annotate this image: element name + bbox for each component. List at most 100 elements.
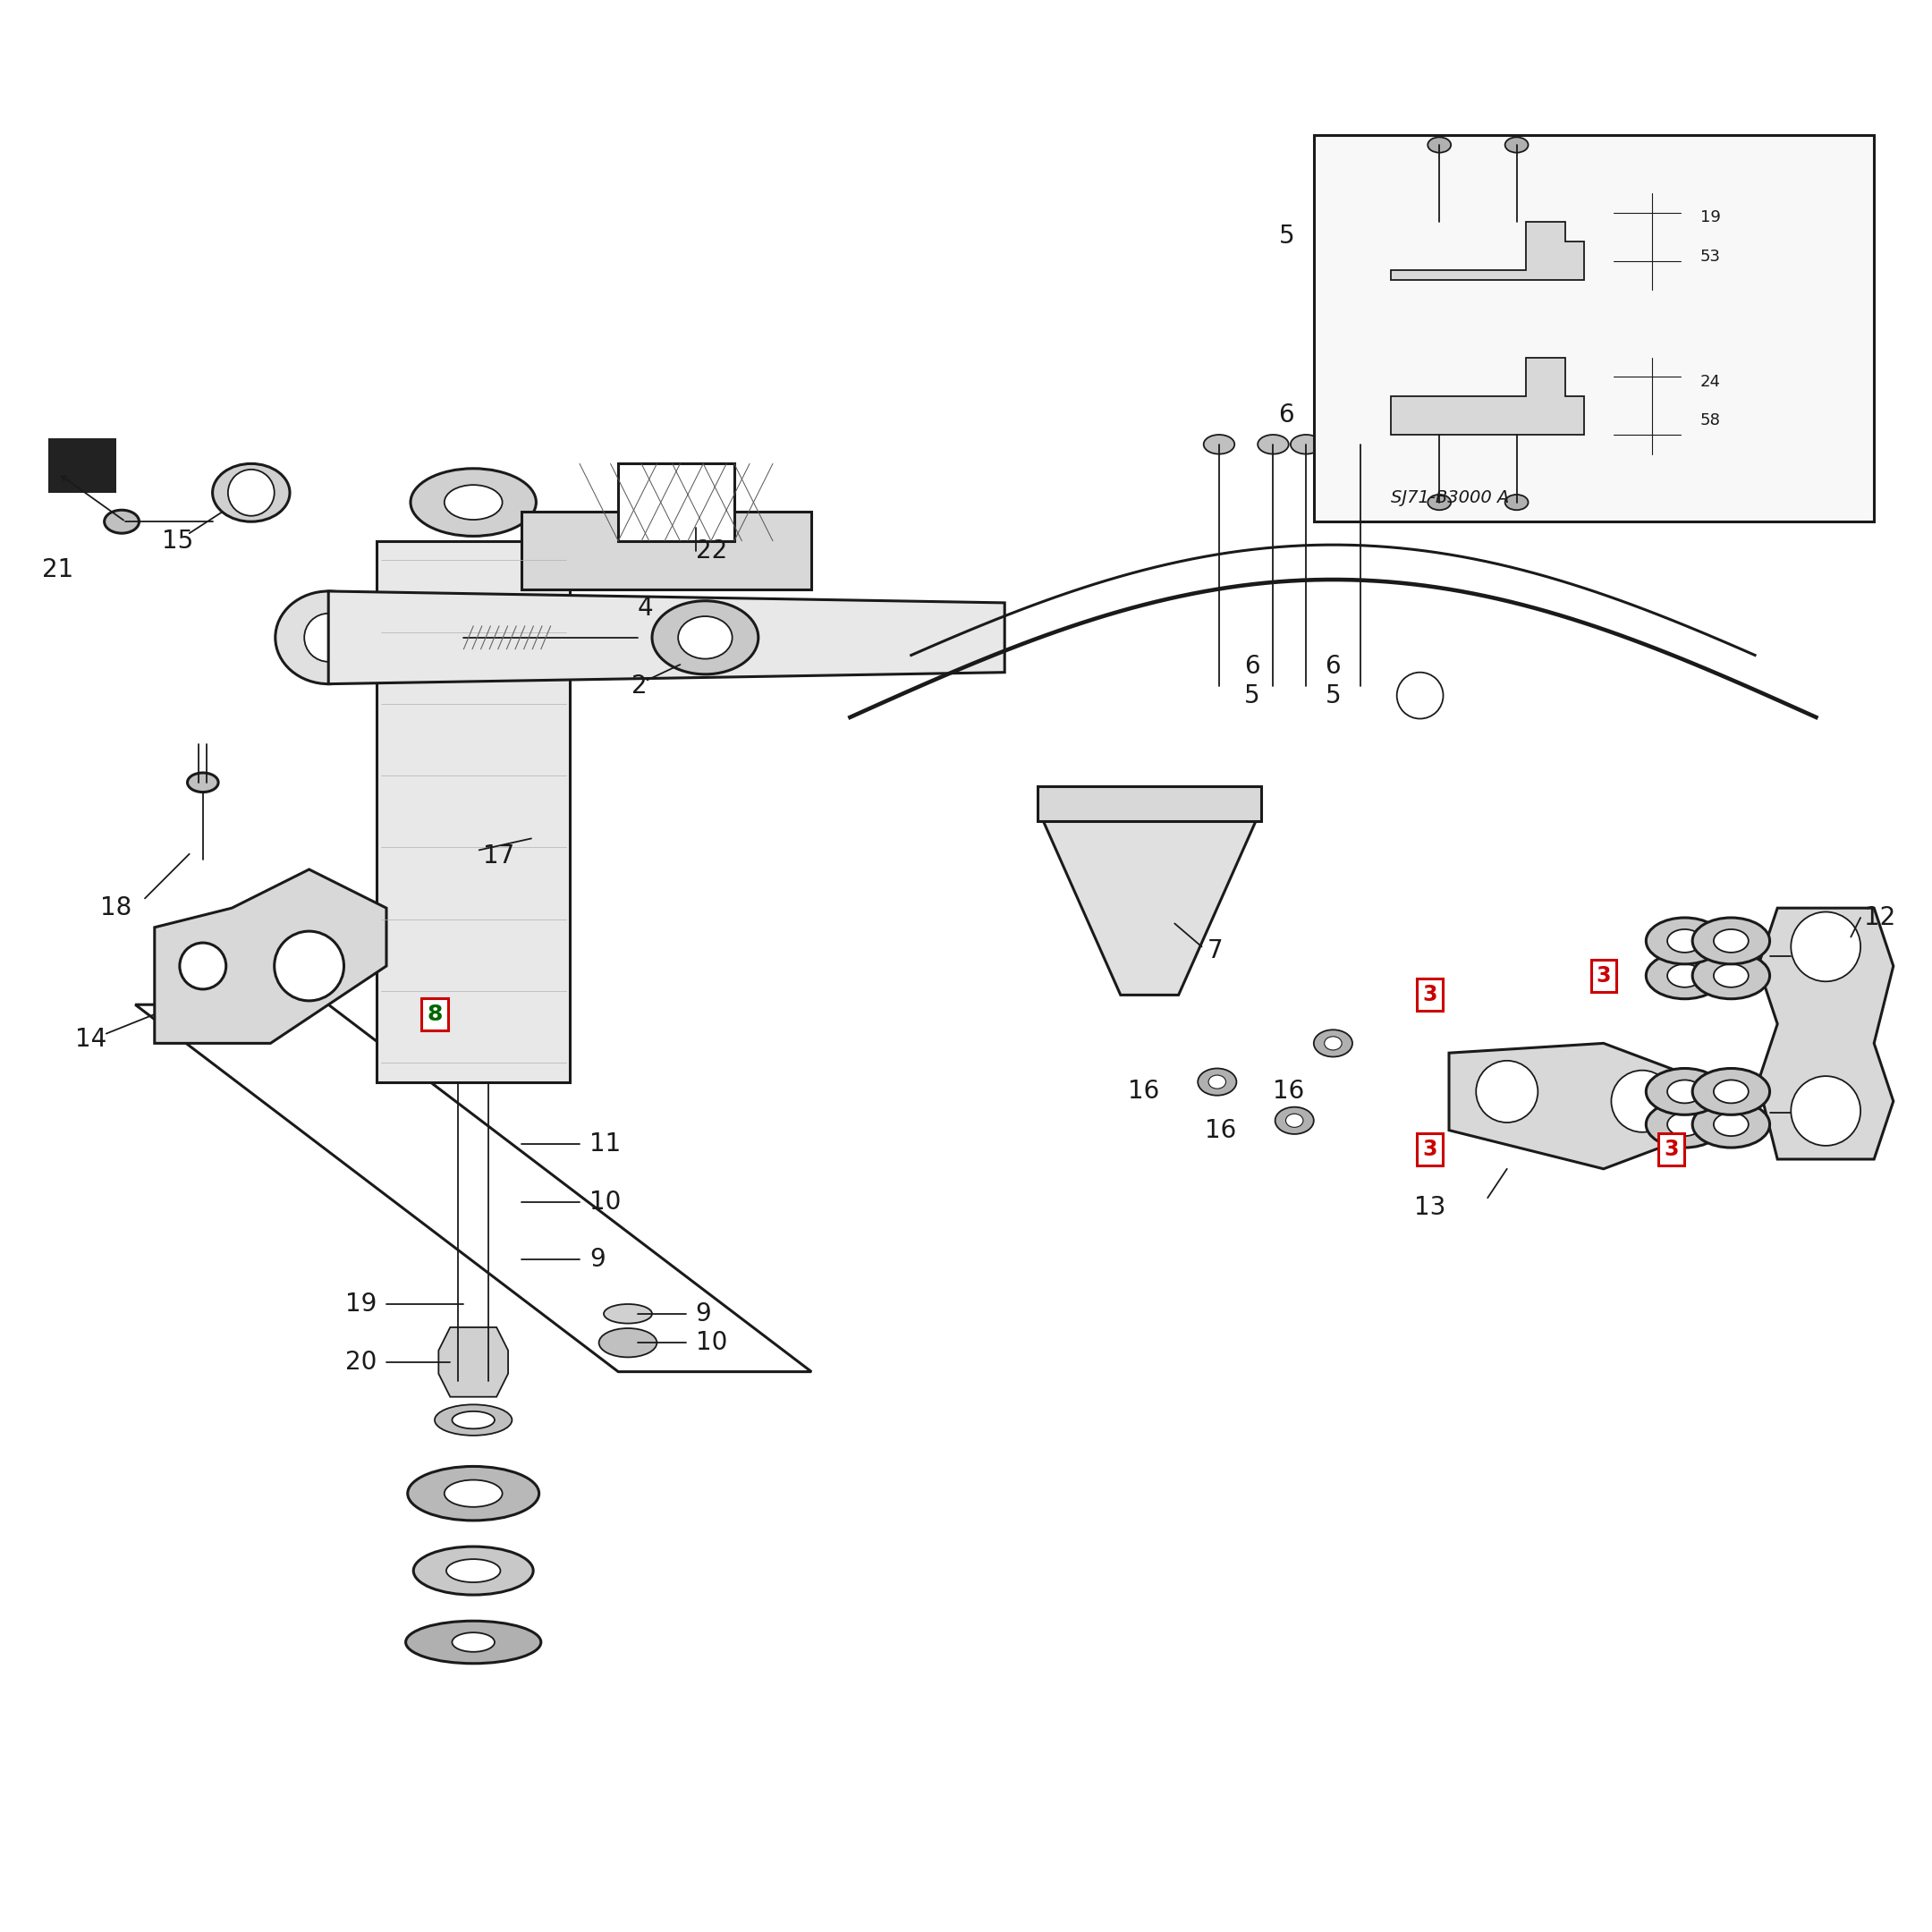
Polygon shape	[1758, 908, 1893, 1159]
Ellipse shape	[1291, 435, 1321, 454]
Ellipse shape	[1325, 1036, 1341, 1049]
Ellipse shape	[1667, 1113, 1702, 1136]
Ellipse shape	[1667, 929, 1702, 952]
Bar	[1314, 135, 1874, 522]
Ellipse shape	[1275, 1107, 1314, 1134]
Text: 20: 20	[346, 1350, 377, 1374]
Text: 16: 16	[1128, 1080, 1159, 1103]
Ellipse shape	[435, 1405, 512, 1435]
Ellipse shape	[1714, 929, 1748, 952]
Ellipse shape	[276, 591, 383, 684]
Text: 22: 22	[696, 539, 726, 562]
Ellipse shape	[452, 1410, 495, 1430]
Polygon shape	[1043, 821, 1256, 995]
Text: 21: 21	[43, 558, 73, 582]
Text: 16: 16	[1273, 1080, 1304, 1103]
Bar	[377, 541, 570, 1082]
Circle shape	[1611, 1070, 1673, 1132]
Text: 8: 8	[427, 1003, 442, 1026]
Text: 18: 18	[100, 896, 131, 920]
Polygon shape	[328, 591, 1005, 684]
Ellipse shape	[1692, 1068, 1770, 1115]
Text: 12: 12	[1864, 906, 1895, 929]
Ellipse shape	[1314, 1030, 1352, 1057]
Text: 10: 10	[696, 1331, 726, 1354]
Ellipse shape	[410, 468, 537, 535]
Text: 2: 2	[632, 674, 647, 697]
Ellipse shape	[603, 1304, 653, 1323]
Ellipse shape	[406, 1621, 541, 1663]
Ellipse shape	[444, 485, 502, 520]
Ellipse shape	[104, 510, 139, 533]
Ellipse shape	[1646, 1068, 1723, 1115]
Ellipse shape	[1258, 435, 1289, 454]
Text: 15: 15	[162, 529, 193, 553]
Text: 24: 24	[1700, 375, 1721, 390]
Text: 3: 3	[1663, 1138, 1679, 1161]
Ellipse shape	[1667, 964, 1702, 987]
Ellipse shape	[1428, 137, 1451, 153]
Ellipse shape	[1692, 952, 1770, 999]
Text: 4: 4	[638, 597, 653, 620]
Text: 9: 9	[589, 1248, 605, 1271]
Ellipse shape	[1646, 918, 1723, 964]
Ellipse shape	[1345, 435, 1376, 454]
Text: 6: 6	[1244, 655, 1260, 678]
Polygon shape	[439, 1327, 508, 1397]
Ellipse shape	[187, 773, 218, 792]
Polygon shape	[1449, 1043, 1681, 1169]
Ellipse shape	[1287, 1113, 1304, 1126]
Ellipse shape	[1646, 952, 1723, 999]
Ellipse shape	[413, 1546, 533, 1596]
Circle shape	[228, 469, 274, 516]
Text: 16: 16	[1206, 1119, 1236, 1142]
Text: 6: 6	[1325, 655, 1341, 678]
Text: 5: 5	[1279, 224, 1294, 247]
Circle shape	[274, 931, 344, 1001]
Ellipse shape	[653, 601, 757, 674]
Ellipse shape	[446, 1559, 500, 1582]
Circle shape	[1791, 912, 1861, 981]
Text: 53: 53	[1700, 249, 1721, 265]
Ellipse shape	[1209, 1074, 1227, 1088]
Bar	[522, 512, 811, 589]
Ellipse shape	[408, 1466, 539, 1520]
Text: 10: 10	[589, 1190, 620, 1213]
Text: 13: 13	[1414, 1196, 1445, 1219]
Text: 3: 3	[1596, 964, 1611, 987]
Polygon shape	[1391, 222, 1584, 280]
Polygon shape	[1391, 357, 1584, 435]
Ellipse shape	[678, 616, 732, 659]
Circle shape	[1476, 1061, 1538, 1122]
Ellipse shape	[1428, 495, 1451, 510]
Bar	[618, 464, 734, 541]
Text: 5: 5	[1244, 684, 1260, 707]
Ellipse shape	[452, 1633, 495, 1652]
Circle shape	[180, 943, 226, 989]
Text: 5: 5	[1325, 684, 1341, 707]
Ellipse shape	[599, 1329, 657, 1356]
Ellipse shape	[1692, 1101, 1770, 1148]
Text: 58: 58	[1700, 413, 1721, 429]
Ellipse shape	[1667, 1080, 1702, 1103]
Ellipse shape	[1505, 137, 1528, 153]
Text: 3: 3	[1422, 1138, 1437, 1161]
Text: 7: 7	[1208, 939, 1223, 962]
Ellipse shape	[1714, 1113, 1748, 1136]
Ellipse shape	[1204, 435, 1235, 454]
Polygon shape	[155, 869, 386, 1043]
Ellipse shape	[1692, 918, 1770, 964]
Ellipse shape	[305, 614, 354, 661]
Ellipse shape	[213, 464, 290, 522]
Circle shape	[1791, 1076, 1861, 1146]
Text: 14: 14	[75, 1028, 106, 1051]
Text: SJ71-B3000 A: SJ71-B3000 A	[1391, 489, 1509, 506]
Text: 3: 3	[1422, 983, 1437, 1007]
Ellipse shape	[1505, 495, 1528, 510]
Ellipse shape	[1198, 1068, 1236, 1095]
Ellipse shape	[1646, 1101, 1723, 1148]
Text: 6: 6	[1279, 404, 1294, 427]
Text: 17: 17	[483, 844, 514, 867]
Text: 11: 11	[589, 1132, 620, 1155]
Text: 19: 19	[1700, 211, 1721, 226]
